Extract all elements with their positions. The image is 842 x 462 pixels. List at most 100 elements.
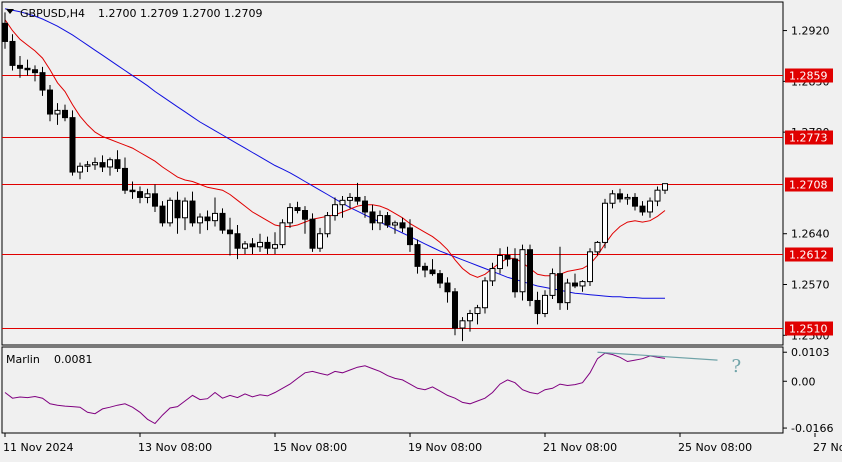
candle xyxy=(362,195,368,218)
level-price-label: 1.2510 xyxy=(789,323,828,336)
candle xyxy=(84,161,91,173)
bullish-candle-body xyxy=(84,164,91,167)
candle xyxy=(339,195,346,218)
candle xyxy=(579,280,586,292)
candle xyxy=(294,201,301,214)
indicator-axis: 0.0103 0.00 -0.0166 xyxy=(783,346,833,435)
candle xyxy=(219,208,226,234)
candle xyxy=(609,190,616,209)
candle xyxy=(174,191,181,234)
bearish-candle-body xyxy=(159,205,166,224)
candle xyxy=(594,240,601,256)
bullish-candle-body xyxy=(392,222,398,226)
candle xyxy=(624,193,631,205)
candle xyxy=(144,188,151,204)
bullish-candle-body xyxy=(287,207,293,224)
bearish-candle-body xyxy=(9,40,16,66)
bullish-candle-body xyxy=(489,268,496,282)
level-price-label: 1.2773 xyxy=(789,132,828,145)
candle xyxy=(414,239,421,274)
candle xyxy=(24,59,31,76)
candle xyxy=(197,213,203,234)
bullish-candle-body xyxy=(377,215,383,224)
bearish-candle-body xyxy=(512,258,518,293)
candle xyxy=(497,248,503,274)
bullish-candle-body xyxy=(54,109,61,115)
candle xyxy=(429,259,436,276)
bearish-candle-body xyxy=(174,199,181,219)
indicator-lines: ? xyxy=(4,351,741,425)
candle xyxy=(459,317,466,342)
marlin-indicator-panel[interactable]: 0.0103 0.00 -0.0166 ? Marlin 0.0081 xyxy=(1,346,833,435)
candle xyxy=(452,288,458,336)
candle xyxy=(317,227,323,252)
candle xyxy=(39,66,46,96)
candle xyxy=(302,206,308,234)
bullish-candle-body xyxy=(647,200,653,213)
candle xyxy=(557,246,563,310)
marlin-oscillator-line xyxy=(4,352,666,425)
candle xyxy=(534,291,541,325)
bullish-candle-body xyxy=(467,313,473,322)
candle xyxy=(482,277,488,314)
candle xyxy=(512,248,518,298)
bearish-candle-body xyxy=(17,64,23,69)
bearish-candle-body xyxy=(369,211,376,224)
candle xyxy=(662,183,668,194)
bullish-candle-body xyxy=(519,249,526,293)
level-price-tag xyxy=(785,247,833,262)
candle xyxy=(639,201,646,216)
candle xyxy=(152,184,158,212)
bearish-candle-body xyxy=(24,67,31,71)
candle xyxy=(159,201,166,227)
bullish-candle-body xyxy=(279,222,286,246)
bullish-candle-body xyxy=(624,196,631,200)
bearish-candle-body xyxy=(99,162,106,168)
candle xyxy=(242,240,248,255)
bullish-candle-body xyxy=(602,202,608,243)
level-price-tag xyxy=(785,68,833,83)
candle xyxy=(182,197,188,231)
candle xyxy=(527,244,533,307)
bullish-candle-body xyxy=(579,281,586,287)
bullish-candle-body xyxy=(609,193,616,204)
candle xyxy=(572,273,578,289)
bullish-candle-body xyxy=(339,199,346,206)
indicator-name: Marlin xyxy=(6,353,40,366)
candle xyxy=(99,155,106,173)
candle xyxy=(77,162,83,180)
candle xyxy=(324,211,331,238)
candle xyxy=(167,197,173,227)
level-price-label: 1.2612 xyxy=(789,249,828,262)
candle xyxy=(437,269,443,289)
bearish-candle-body xyxy=(632,196,638,207)
candle xyxy=(279,219,286,249)
candle xyxy=(369,204,376,231)
bullish-candle-body xyxy=(107,159,113,168)
level-price-tag xyxy=(785,130,833,145)
bullish-candle-body xyxy=(324,215,331,235)
bearish-candle-body xyxy=(422,265,428,271)
candle xyxy=(212,197,218,227)
bullish-candle-body xyxy=(332,204,338,217)
candle xyxy=(234,225,241,260)
time-tick-label: 15 Nov 08:00 xyxy=(273,441,347,454)
bearish-candle-body xyxy=(452,291,458,329)
chart-menu-triangle-icon[interactable] xyxy=(6,9,14,14)
candle xyxy=(272,232,278,255)
bearish-candle-body xyxy=(362,200,368,213)
candle xyxy=(444,277,451,303)
candle xyxy=(114,150,121,173)
bullish-candle-body xyxy=(549,273,556,296)
bullish-candle-body xyxy=(257,241,263,248)
bearish-candle-body xyxy=(572,282,578,287)
time-tick-label: 11 Nov 2024 xyxy=(3,441,73,454)
time-tick-label: 21 Nov 08:00 xyxy=(543,441,617,454)
candle xyxy=(654,186,661,207)
candle xyxy=(474,304,481,325)
candle xyxy=(407,219,413,252)
bearish-candle-body xyxy=(384,215,391,226)
